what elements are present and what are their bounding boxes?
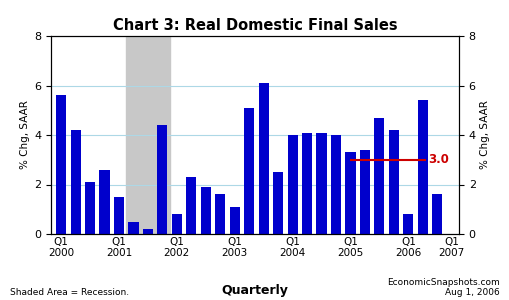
Bar [258,83,268,234]
Bar [287,135,297,234]
Bar [403,214,413,234]
Y-axis label: % Chg, SAAR: % Chg, SAAR [20,100,30,169]
Bar [201,187,210,234]
Bar [143,229,153,234]
Text: Quarterly: Quarterly [221,284,288,297]
Text: 3.0: 3.0 [428,153,448,166]
Bar [272,172,282,234]
Bar [186,177,196,234]
Bar [388,130,398,234]
Title: Chart 3: Real Domestic Final Sales: Chart 3: Real Domestic Final Sales [112,18,397,33]
Y-axis label: % Chg, SAAR: % Chg, SAAR [479,100,489,169]
Bar [417,100,427,234]
Bar [316,133,326,234]
Bar [56,95,66,234]
Bar [99,170,109,234]
Bar [359,150,370,234]
Bar [70,130,80,234]
Bar [345,152,355,234]
Text: Shaded Area = Recession.: Shaded Area = Recession. [10,288,129,297]
Bar [229,207,239,234]
Bar [301,133,312,234]
Text: EconomicSnapshots.com
Aug 1, 2006: EconomicSnapshots.com Aug 1, 2006 [386,278,499,297]
Bar [374,118,384,234]
Bar [157,125,167,234]
Bar [114,197,124,234]
Bar [244,108,254,234]
Bar [128,222,138,234]
Bar [126,36,169,234]
Bar [330,135,341,234]
Bar [85,182,95,234]
Bar [172,214,182,234]
Bar [215,194,225,234]
Bar [432,194,441,234]
